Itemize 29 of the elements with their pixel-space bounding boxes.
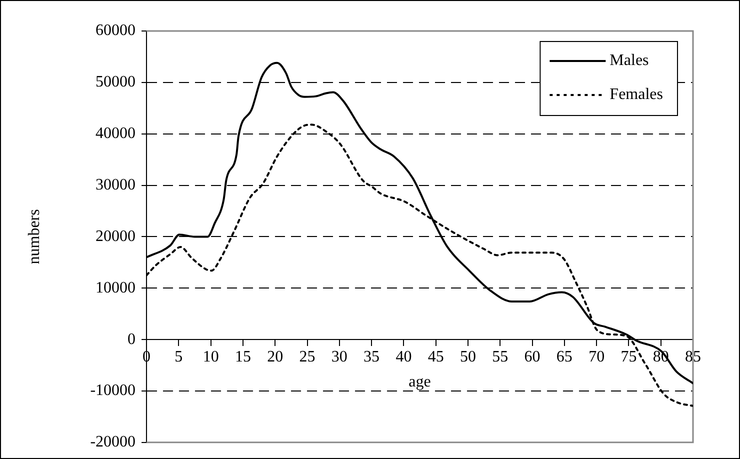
y-tick-label: 30000 bbox=[96, 176, 136, 194]
x-tick-label: 65 bbox=[556, 348, 572, 366]
y-axis-title: numbers bbox=[26, 209, 43, 264]
y-tick-label: 50000 bbox=[96, 74, 136, 91]
y-tick-label: -20000 bbox=[90, 434, 136, 451]
y-tick-label: -10000 bbox=[90, 382, 136, 400]
x-tick-label: 60 bbox=[524, 348, 540, 366]
y-tick-label: 10000 bbox=[96, 279, 136, 296]
x-tick-label: 85 bbox=[685, 348, 701, 366]
x-tick-label: 70 bbox=[588, 348, 605, 366]
x-tick-label: 10 bbox=[202, 348, 219, 366]
y-tick-label: 40000 bbox=[96, 125, 136, 142]
legend-label: Males bbox=[610, 52, 649, 70]
y-tick-label: 0 bbox=[128, 330, 136, 348]
x-tick-label: 40 bbox=[396, 348, 412, 366]
x-tick-label: 20 bbox=[267, 348, 284, 366]
x-tick-label: 45 bbox=[428, 348, 444, 366]
x-tick-label: 75 bbox=[620, 348, 637, 366]
x-tick-label: 5 bbox=[174, 348, 183, 366]
x-axis-title: age bbox=[408, 374, 431, 391]
x-tick-label: 25 bbox=[299, 348, 316, 366]
y-tick-label: 60000 bbox=[96, 22, 136, 40]
y-tick-label: 20000 bbox=[96, 228, 136, 245]
legend-label: Females bbox=[610, 86, 664, 104]
x-tick-label: 50 bbox=[460, 348, 476, 366]
x-tick-label: 35 bbox=[364, 348, 380, 366]
x-tick-label: 15 bbox=[234, 348, 251, 366]
x-tick-label: 30 bbox=[331, 348, 348, 366]
x-tick-label: 55 bbox=[492, 348, 508, 366]
